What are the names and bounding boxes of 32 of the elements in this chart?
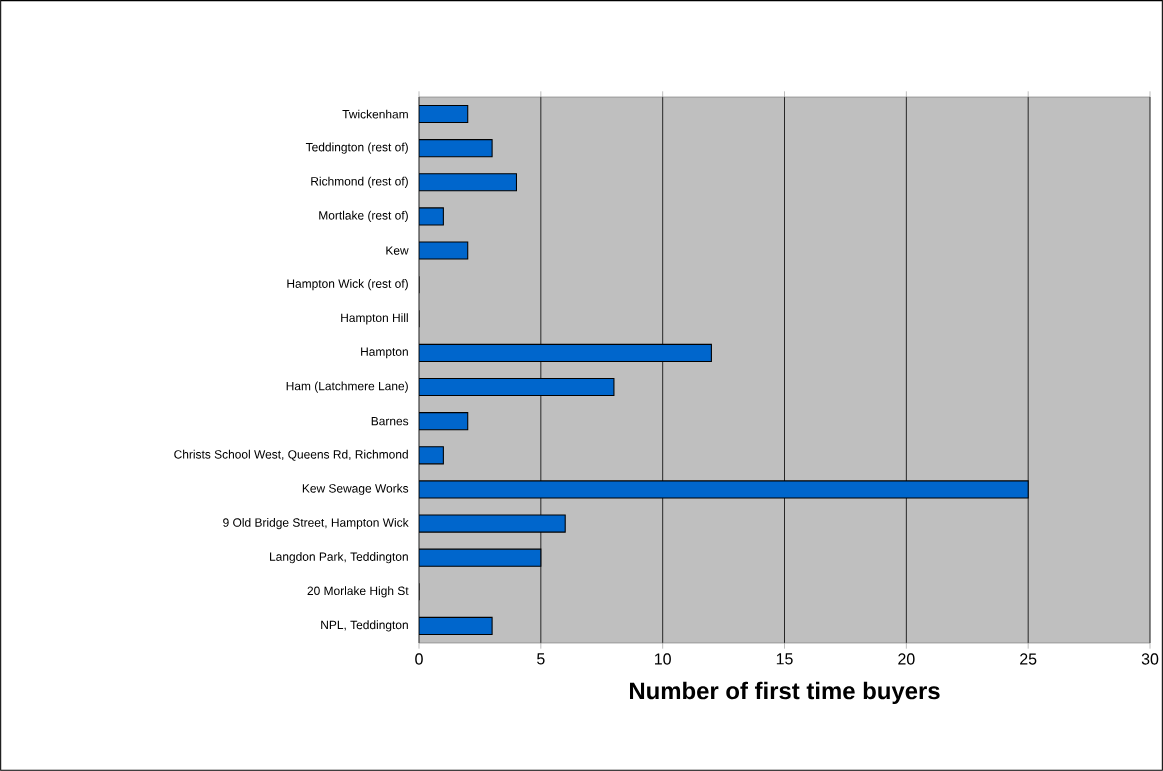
bar <box>419 343 712 362</box>
bar <box>419 105 469 124</box>
x-tick-label: 25 <box>1020 653 1037 665</box>
x-axis-title: Number of first time buyers <box>630 681 940 705</box>
y-tick-label: Langdon Park, Teddington <box>270 552 408 564</box>
y-tick-label: Kew Sewage Works <box>302 483 409 496</box>
bar <box>419 173 517 192</box>
y-tick-label: Twickenham <box>342 109 408 119</box>
bar <box>419 616 493 635</box>
x-tick-label: 20 <box>898 653 915 665</box>
x-tick-label: 15 <box>776 653 793 665</box>
y-tick-label: Richmond (rest of) <box>311 176 408 188</box>
bar <box>419 548 542 567</box>
y-tick-label: Christs School West, Queens Rd, Richmond <box>174 449 408 461</box>
y-tick-label: Hampton Hill <box>341 313 408 325</box>
y-tick-label: Mortlake (rest of) <box>319 210 408 223</box>
y-tick-label: Ham (Latchmere Lane) <box>286 381 408 393</box>
bar <box>419 378 615 397</box>
x-tick-label: 5 <box>537 653 545 665</box>
y-tick-label: 9 Old Bridge Street, Hampton Wick <box>223 517 409 530</box>
x-tick-label: 0 <box>415 653 423 665</box>
y-tick-label: Barnes <box>371 417 409 426</box>
y-tick-label: Teddington (rest of) <box>305 142 408 154</box>
y-tick-label: Hampton Wick (rest of) <box>287 279 408 291</box>
y-tick-label: Hampton <box>361 347 408 359</box>
x-tick-label: 10 <box>655 653 671 665</box>
y-tick-label: Kew <box>386 246 409 255</box>
bar <box>419 412 469 431</box>
bar <box>419 139 493 158</box>
y-tick-label: 20 Morlake High St <box>307 586 409 598</box>
x-tick-label: 30 <box>1141 653 1159 665</box>
y-tick-label: NPL, Teddington <box>321 620 408 632</box>
